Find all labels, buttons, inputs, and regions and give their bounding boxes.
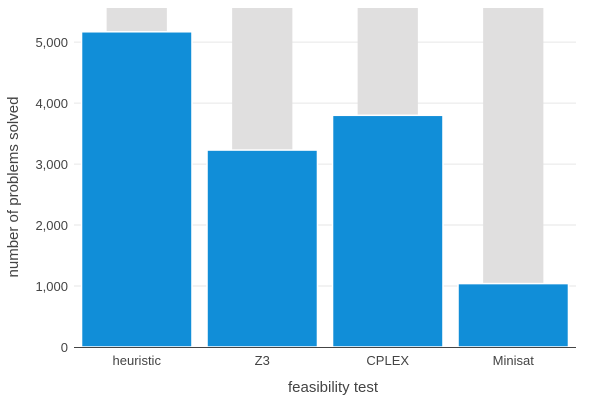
x-tick-labels: heuristic Z3 CPLEX Minisat [113, 353, 535, 368]
background-bar-heuristic [106, 8, 167, 32]
y-tick-label: 3,000 [35, 157, 68, 172]
y-tick-label: 5,000 [35, 35, 68, 50]
y-tick-labels: 0 1,000 2,000 3,000 4,000 5,000 [35, 35, 68, 355]
bar-z3 [206, 149, 319, 348]
y-axis-label: number of problems solved [5, 97, 22, 278]
bar-cplex [331, 114, 444, 348]
x-axis-label: feasibility test [288, 379, 379, 396]
y-tick-label: 4,000 [35, 96, 68, 111]
background-bar-minisat [483, 8, 544, 284]
y-tick-label: 0 [61, 340, 68, 355]
x-tick-label: heuristic [113, 353, 162, 368]
x-tick-label: Minisat [493, 353, 535, 368]
bar-heuristic [80, 31, 193, 348]
background-bar-z3 [232, 8, 293, 151]
y-tick-label: 2,000 [35, 218, 68, 233]
x-tick-label: Z3 [255, 353, 270, 368]
y-tick-label: 1,000 [35, 279, 68, 294]
background-bars [106, 8, 544, 284]
bar-minisat [457, 282, 570, 348]
data-bars [80, 31, 570, 348]
x-tick-label: CPLEX [366, 353, 409, 368]
background-bar-cplex [357, 8, 418, 116]
